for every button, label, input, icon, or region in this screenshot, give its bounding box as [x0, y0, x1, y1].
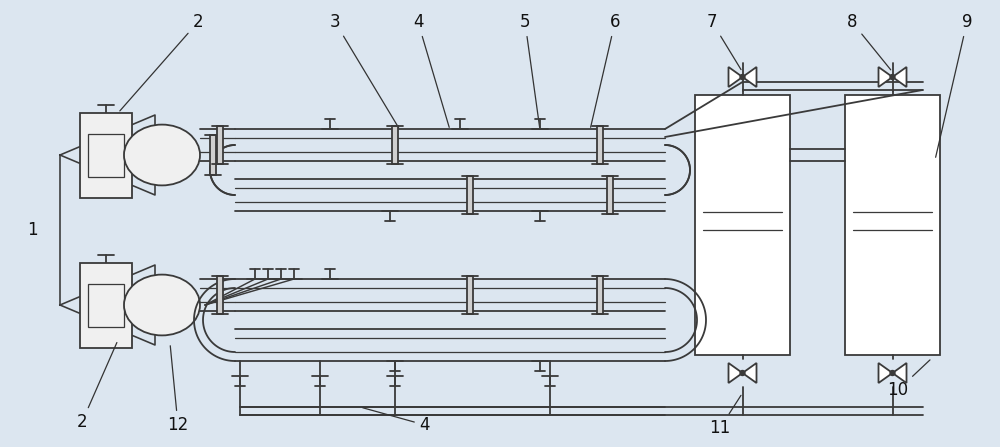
Text: 3: 3: [330, 13, 399, 128]
Polygon shape: [728, 363, 742, 383]
Ellipse shape: [124, 274, 200, 335]
Polygon shape: [893, 67, 906, 87]
Text: 4: 4: [413, 13, 449, 127]
Text: 6: 6: [591, 13, 620, 127]
Bar: [392, 126, 398, 164]
Text: 2: 2: [77, 342, 117, 431]
Bar: [467, 176, 473, 214]
Bar: [210, 135, 216, 175]
Polygon shape: [893, 363, 906, 383]
Text: 11: 11: [709, 395, 741, 437]
Text: 7: 7: [707, 13, 741, 70]
Circle shape: [890, 371, 895, 375]
Circle shape: [890, 75, 895, 80]
Polygon shape: [728, 67, 742, 87]
Polygon shape: [742, 67, 757, 87]
Bar: [217, 126, 223, 164]
Text: 8: 8: [847, 13, 891, 70]
Text: 10: 10: [887, 360, 930, 399]
Bar: [467, 276, 473, 314]
Text: 4: 4: [363, 408, 430, 434]
Polygon shape: [879, 67, 893, 87]
Bar: [88, 134, 124, 177]
Polygon shape: [879, 363, 893, 383]
Bar: [845, 95, 940, 355]
Text: 2: 2: [120, 13, 203, 111]
Bar: [88, 284, 124, 327]
Bar: [695, 95, 790, 355]
Ellipse shape: [124, 125, 200, 186]
Text: 1: 1: [27, 221, 37, 239]
Polygon shape: [742, 363, 757, 383]
Bar: [217, 276, 223, 314]
Bar: [80, 263, 132, 348]
Circle shape: [740, 75, 745, 80]
Bar: [597, 126, 603, 164]
Bar: [80, 113, 132, 198]
Text: 5: 5: [520, 13, 540, 127]
Text: 12: 12: [167, 346, 189, 434]
Bar: [607, 176, 613, 214]
Bar: [597, 276, 603, 314]
Text: 9: 9: [936, 13, 972, 157]
Circle shape: [740, 371, 745, 375]
